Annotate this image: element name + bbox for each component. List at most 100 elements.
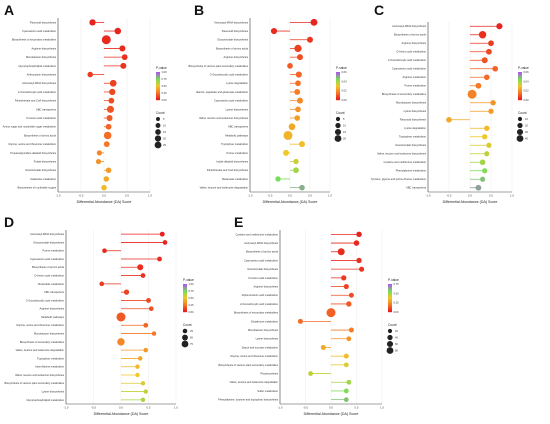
data-point	[120, 62, 127, 69]
x-tick-label: -0.5	[91, 406, 96, 410]
data-point	[89, 19, 96, 26]
data-point	[467, 89, 477, 99]
pvalue-colorbar-segment	[388, 294, 392, 296]
pvalue-legend-tick: 0.50	[189, 296, 195, 300]
y-category-label: Biosynthesis of secondary metabolites	[382, 92, 427, 96]
count-legend-tick: 5	[163, 117, 165, 121]
count-legend-dot	[386, 340, 394, 348]
pvalue-legend-tick: 0.25	[162, 91, 168, 95]
pvalue-colorbar-segment	[518, 74, 522, 76]
y-category-label: Glucosinolate biosynthesis	[33, 240, 64, 244]
data-point	[135, 372, 140, 378]
dot-plot-e: -1.0 -0.5 0.0 0.5 1.0 Differential Abundance …	[218, 230, 399, 416]
count-legend-tick: 10	[343, 124, 346, 128]
data-point	[295, 71, 302, 78]
data-point	[480, 176, 486, 182]
data-point	[343, 362, 349, 368]
pvalue-colorbar-segment	[183, 300, 187, 302]
pvalue-colorbar-segment	[388, 284, 392, 286]
data-point	[341, 275, 347, 281]
y-category-label: Aminoacyl-tRNA biosynthesis	[392, 24, 427, 28]
pvalue-legend-tick: 0.00	[162, 98, 168, 102]
data-point	[105, 167, 112, 174]
pvalue-colorbar-segment	[388, 304, 392, 306]
data-point	[101, 35, 111, 45]
data-point	[143, 347, 149, 353]
count-legend-dot	[334, 135, 342, 142]
pvalue-colorbar-segment	[388, 285, 392, 287]
y-category-label: Monobactam biosynthesis	[248, 328, 279, 332]
data-point	[137, 356, 143, 361]
x-tick-label: -0.5	[303, 406, 308, 410]
pvalue-colorbar-segment	[518, 72, 522, 74]
count-legend-tick: 15	[343, 130, 346, 134]
data-point	[159, 231, 165, 237]
pvalue-colorbar-segment	[336, 93, 340, 95]
pvalue-colorbar-segment	[183, 299, 187, 301]
data-point	[116, 312, 126, 322]
y-category-label: Anthocyanin biosynthesis	[27, 72, 57, 76]
y-category-label: 2-Oxocarboxylic acid metabolism	[240, 302, 278, 306]
count-legend-dot	[387, 328, 393, 334]
data-point	[162, 240, 168, 245]
pvalue-colorbar-segment	[518, 97, 522, 99]
pvalue-colorbar-segment	[336, 91, 340, 93]
dot-plot-a: -1.0 -0.5 0.0 0.5 1.0 Differential Abundance …	[3, 18, 168, 204]
data-point	[146, 297, 151, 303]
pvalue-colorbar-segment	[156, 95, 160, 97]
y-category-label: Metabolic pathways	[41, 315, 64, 319]
data-point	[121, 54, 128, 61]
count-legend-tick: 30	[525, 130, 528, 134]
count-legend-tick: 15	[163, 130, 166, 134]
y-category-label: Cyanoamino acid metabolism	[30, 257, 64, 261]
pvalue-colorbar-segment	[336, 95, 340, 97]
pvalue-colorbar-segment	[183, 297, 187, 299]
data-point	[283, 149, 289, 156]
data-point	[293, 167, 299, 174]
pvalue-colorbar-segment	[518, 84, 522, 86]
data-point	[346, 379, 352, 385]
data-point	[343, 353, 349, 359]
data-point	[119, 45, 126, 52]
data-point	[478, 31, 487, 39]
y-category-label: Biosynthesis of secondary metabolites	[234, 311, 279, 315]
pvalue-colorbar-segment	[336, 82, 340, 84]
y-category-label: Flavonoid biosynthesis	[400, 118, 427, 122]
count-legend-dot	[334, 128, 342, 136]
pvalue-colorbar-segment	[156, 99, 160, 101]
pvalue-colorbar-segment	[183, 308, 187, 310]
pvalue-colorbar-segment	[336, 96, 340, 98]
x-tick-label: 1.0	[510, 194, 514, 198]
data-point	[486, 142, 492, 148]
pvalue-colorbar-segment	[336, 88, 340, 90]
pvalue-colorbar-segment	[336, 80, 340, 82]
data-point	[484, 74, 490, 81]
y-category-label: Metabolic pathways	[225, 133, 248, 137]
pvalue-colorbar-segment	[183, 287, 187, 289]
pvalue-colorbar-segment	[183, 290, 187, 292]
pvalue-colorbar-segment	[156, 72, 160, 74]
data-point	[294, 44, 302, 53]
count-legend-dot	[182, 334, 188, 341]
data-point	[151, 331, 157, 336]
pvalue-colorbar-segment	[518, 99, 522, 101]
pvalue-colorbar-segment	[156, 91, 160, 93]
dot-plot-b: -1.0 -0.5 0.0 0.5 1.0 Differential Abundance …	[188, 18, 347, 204]
data-point	[101, 184, 107, 191]
y-category-label: Cyanoamino acid metabolism	[214, 99, 248, 103]
count-legend-dot	[386, 347, 394, 354]
y-category-label: Biosynthesis of secondary metabolites	[12, 38, 57, 42]
count-legend-dot	[156, 117, 160, 121]
data-point	[353, 240, 360, 246]
pvalue-colorbar-segment	[336, 78, 340, 80]
data-point	[114, 27, 122, 35]
data-point	[103, 141, 110, 148]
pvalue-colorbar-segment	[156, 92, 160, 94]
data-point	[343, 397, 349, 403]
pvalue-colorbar-segment	[388, 308, 392, 310]
pvalue-colorbar-segment	[518, 77, 522, 79]
y-category-label: Nucleotide metabolism	[38, 282, 64, 286]
pvalue-colorbar-segment	[518, 76, 522, 78]
data-point	[337, 248, 345, 256]
y-category-label: Tyrosine, glycine and purine diverse met…	[371, 177, 426, 181]
